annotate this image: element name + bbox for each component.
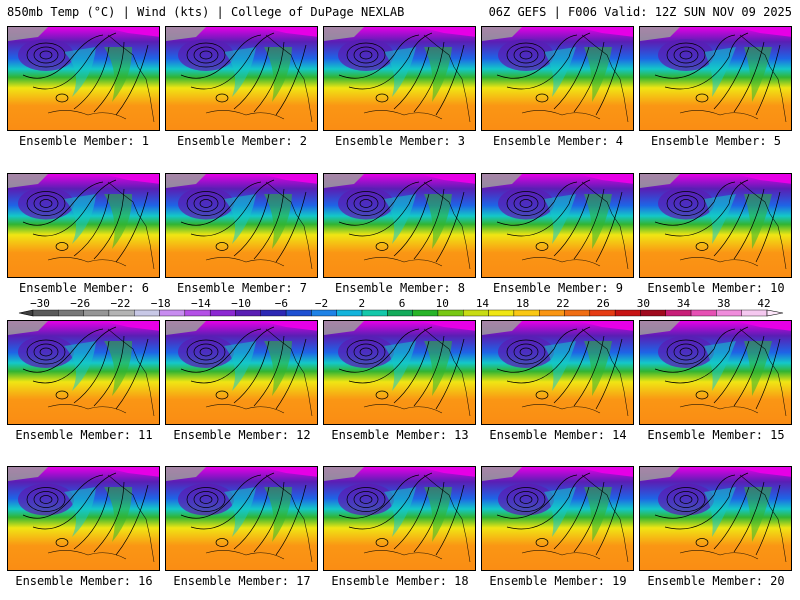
colorbar-tick-label: 14 — [476, 297, 490, 310]
temperature-colorbar: −30 −26 −22 −18 −14 −10 −6 −2 2 6 10 14 18 22 26 30 34 38… — [18, 297, 784, 317]
ensemble-map-panel — [639, 173, 792, 278]
ensemble-member-label: Ensemble Member: 5 — [650, 134, 782, 148]
colorbar-swatch — [235, 309, 261, 317]
colorbar-swatch — [361, 309, 388, 317]
colorbar-tick-label: 42 — [757, 297, 770, 310]
colorbar-swatch — [311, 309, 337, 317]
ensemble-member-label: Ensemble Member: 13 — [331, 428, 469, 442]
colorbar-swatch — [564, 309, 591, 317]
colorbar-high-arrow — [766, 309, 784, 317]
colorbar-swatch — [184, 309, 211, 317]
colorbar-swatch — [488, 309, 515, 317]
ensemble-member-label: Ensemble Member: 6 — [18, 281, 150, 295]
colorbar-tick-label: 38 — [717, 297, 730, 310]
ensemble-member-label: Ensemble Member: 9 — [492, 281, 624, 295]
colorbar-swatch — [159, 309, 186, 317]
ensemble-map-panel — [481, 26, 634, 131]
ensemble-member-label: Ensemble Member: 18 — [331, 574, 469, 588]
ensemble-member-label: Ensemble Member: 10 — [647, 281, 785, 295]
colorbar-swatch — [539, 309, 565, 317]
ensemble-member-label: Ensemble Member: 16 — [15, 574, 153, 588]
ensemble-member-label: Ensemble Member: 20 — [647, 574, 785, 588]
ensemble-map-panel — [323, 320, 476, 425]
ensemble-map-panel — [323, 26, 476, 131]
colorbar-tick-label: −30 — [30, 297, 50, 310]
ensemble-map-panel — [639, 26, 792, 131]
ensemble-map-panel — [7, 173, 160, 278]
ensemble-map-panel — [7, 320, 160, 425]
colorbar-swatch — [387, 309, 413, 317]
colorbar-swatch — [513, 309, 540, 317]
ensemble-member-label: Ensemble Member: 7 — [176, 281, 308, 295]
colorbar-swatch — [589, 309, 616, 317]
ensemble-member-label: Ensemble Member: 2 — [176, 134, 308, 148]
colorbar-tick-label: 26 — [596, 297, 609, 310]
colorbar-swatch — [209, 309, 236, 317]
colorbar-swatch — [614, 309, 641, 317]
colorbar-tick-label: 2 — [358, 297, 365, 310]
ensemble-map-panel — [323, 173, 476, 278]
ensemble-member-label: Ensemble Member: 12 — [173, 428, 311, 442]
colorbar-tick-label: −26 — [70, 297, 90, 310]
ensemble-member-label: Ensemble Member: 1 — [18, 134, 150, 148]
colorbar-tick-label: −22 — [111, 297, 131, 310]
colorbar-swatch — [716, 309, 742, 317]
colorbar-tick-label: 34 — [677, 297, 691, 310]
colorbar-swatch — [437, 309, 464, 317]
colorbar-tick-label: −2 — [315, 297, 328, 310]
ensemble-map-panel — [165, 320, 318, 425]
ensemble-map-panel — [639, 466, 792, 571]
colorbar-swatch — [741, 309, 768, 317]
colorbar-tick-label: −18 — [151, 297, 171, 310]
colorbar-tick-label: −14 — [191, 297, 211, 310]
colorbar-swatch — [134, 309, 160, 317]
ensemble-member-label: Ensemble Member: 17 — [173, 574, 311, 588]
colorbar-low-arrow — [18, 309, 34, 317]
colorbar-swatch — [690, 309, 717, 317]
ensemble-member-label: Ensemble Member: 8 — [334, 281, 466, 295]
ensemble-member-label: Ensemble Member: 4 — [492, 134, 624, 148]
colorbar-tick-label: 10 — [436, 297, 449, 310]
ensemble-member-label: Ensemble Member: 3 — [334, 134, 466, 148]
ensemble-member-label: Ensemble Member: 15 — [647, 428, 785, 442]
ensemble-map-panel — [639, 320, 792, 425]
colorbar-swatch — [108, 309, 135, 317]
colorbar-tick-label: −10 — [231, 297, 251, 310]
map-title: 850mb Temp (°C) | Wind (kts) | College o… — [7, 5, 405, 19]
colorbar-swatch — [665, 309, 692, 317]
colorbar-swatch — [58, 309, 84, 317]
colorbar-swatch — [32, 309, 59, 317]
colorbar-tick-label: 6 — [399, 297, 406, 310]
colorbar-swatch — [83, 309, 110, 317]
colorbar-tick-label: 18 — [516, 297, 529, 310]
colorbar-tick-label: 22 — [556, 297, 569, 310]
colorbar-swatch — [285, 309, 312, 317]
model-run-info: 06Z GEFS | F006 Valid: 12Z SUN NOV 09 20… — [488, 5, 792, 19]
ensemble-map-panel — [7, 26, 160, 131]
colorbar-swatch — [463, 309, 489, 317]
ensemble-member-label: Ensemble Member: 19 — [489, 574, 627, 588]
colorbar-tick-label: 30 — [637, 297, 650, 310]
colorbar-swatch — [412, 309, 439, 317]
ensemble-map-panel — [7, 466, 160, 571]
ensemble-map-panel — [165, 26, 318, 131]
colorbar-tick-label: −6 — [275, 297, 288, 310]
ensemble-map-panel — [481, 173, 634, 278]
ensemble-map-panel — [323, 466, 476, 571]
ensemble-map-panel — [481, 466, 634, 571]
ensemble-map-panel — [165, 466, 318, 571]
ensemble-member-label: Ensemble Member: 14 — [489, 428, 627, 442]
ensemble-map-panel — [165, 173, 318, 278]
colorbar-swatch — [260, 309, 287, 317]
ensemble-member-label: Ensemble Member: 11 — [15, 428, 153, 442]
ensemble-map-panel — [481, 320, 634, 425]
colorbar-swatch — [640, 309, 666, 317]
colorbar-swatch — [336, 309, 363, 317]
